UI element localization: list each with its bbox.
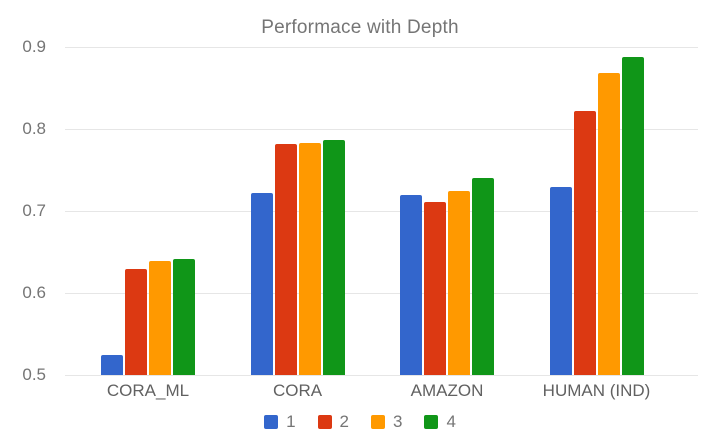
x-axis-category-label: CORA_ML [106, 381, 190, 400]
bar-group [400, 178, 494, 375]
bar-series-2-amazon [424, 201, 446, 375]
bar-series-1-cora [250, 192, 273, 375]
legend-color-swatch [424, 415, 439, 429]
bar-group [250, 139, 345, 375]
bar-series-1-human-ind- [549, 187, 572, 375]
legend-color-swatch [371, 415, 385, 429]
legend-color-swatch [317, 415, 332, 429]
gridline [65, 211, 698, 212]
x-axis-category-label: HUMAN (IND) [542, 381, 651, 400]
gridline [65, 129, 698, 130]
bar-series-4-human-ind- [621, 56, 644, 375]
bar-series-4-amazon [472, 178, 494, 375]
bar-series-2-human-ind- [573, 110, 596, 375]
gridline [65, 293, 698, 294]
bar-series-4-cora-ml [173, 259, 195, 375]
legend-item-2: 2 [317, 412, 349, 432]
bar-series-2-cora-ml [125, 269, 147, 375]
legend-item-1: 1 [264, 412, 296, 432]
legend-item-4: 4 [424, 412, 456, 432]
bar-series-4-cora [322, 139, 345, 375]
bar-series-3-amazon [448, 191, 470, 375]
bar-series-3-cora [298, 142, 321, 375]
bar-series-3-cora-ml [149, 261, 171, 375]
bar-series-3-human-ind- [597, 73, 620, 375]
legend-color-swatch [264, 415, 279, 429]
gridline [65, 375, 698, 376]
bar-series-2-cora [274, 143, 297, 375]
legend: 1 2 3 4 [0, 412, 720, 432]
gridline [65, 47, 698, 48]
legend-item-3: 3 [371, 412, 402, 432]
y-axis-tick-label: 0.5 [22, 365, 46, 384]
y-axis-tick-label: 0.7 [22, 201, 46, 220]
x-axis-category-label: CORA [272, 381, 323, 400]
legend-label: 4 [446, 412, 456, 431]
x-axis-category-label: AMAZON [410, 381, 484, 400]
y-axis-tick-label: 0.6 [22, 283, 46, 302]
legend-label: 3 [393, 412, 403, 431]
bar-group [549, 56, 644, 375]
bar-series-1-cora-ml [101, 355, 123, 375]
bar-group [101, 259, 195, 375]
chart-title: Performace with Depth [261, 17, 459, 38]
legend-label: 1 [286, 412, 296, 431]
bar-series-1-amazon [400, 195, 422, 375]
legend-label: 2 [339, 412, 349, 431]
y-axis-tick-label: 0.8 [22, 119, 46, 138]
y-axis-tick-label: 0.9 [22, 37, 46, 56]
